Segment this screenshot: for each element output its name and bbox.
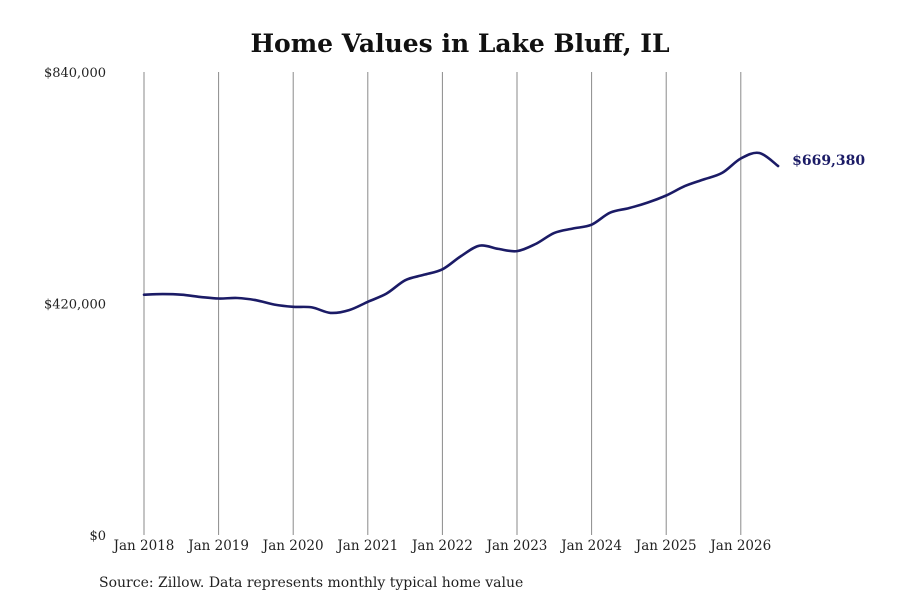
x-tick-label: Jan 2024 xyxy=(559,538,622,554)
y-tick-label: $840,000 xyxy=(44,66,106,81)
x-tick-label: Jan 2022 xyxy=(410,538,473,554)
x-tick-label: Jan 2025 xyxy=(634,538,697,554)
series-line xyxy=(142,151,780,315)
y-tick-label: $0 xyxy=(89,529,106,544)
x-tick-label: Jan 2018 xyxy=(112,538,175,554)
x-axis: Jan 2018 Jan 2019 Jan 2020 Jan 2021 Jan 2022… xyxy=(112,538,772,554)
x-tick-label: Jan 2019 xyxy=(186,538,249,554)
gridlines xyxy=(143,72,742,535)
end-value-label: $669,380 xyxy=(792,153,865,169)
x-tick-label: Jan 2026 xyxy=(708,538,771,554)
chart-title: Home Values in Lake Bluff, IL xyxy=(250,29,670,58)
x-tick-label: Jan 2021 xyxy=(335,538,398,554)
x-tick-label: Jan 2023 xyxy=(485,538,548,554)
y-tick-label: $420,000 xyxy=(44,298,106,313)
source-note: Source: Zillow. Data represents monthly … xyxy=(99,575,523,591)
x-tick-label: Jan 2020 xyxy=(261,538,324,554)
y-axis: $0 $420,000 $840,000 xyxy=(44,66,106,544)
